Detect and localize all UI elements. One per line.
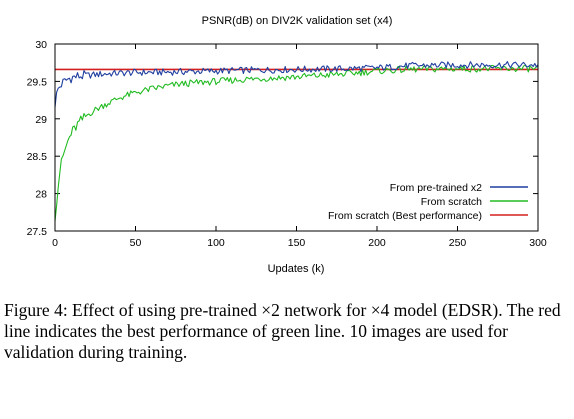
x-tick-label: 50 xyxy=(130,237,142,249)
series-layer xyxy=(54,61,539,222)
x-tick-label: 0 xyxy=(52,237,58,249)
legend-label: From scratch xyxy=(421,196,482,208)
x-tick-label: 300 xyxy=(529,237,547,249)
y-tick-label: 28 xyxy=(35,189,47,201)
y-tick-label: 30 xyxy=(35,39,47,51)
figure-caption: Figure 4: Effect of using pre-trained ×2… xyxy=(4,300,561,362)
y-tick-label: 28.5 xyxy=(27,151,48,163)
y-tick-label: 27.5 xyxy=(27,226,48,238)
x-axis-label: Updates (k) xyxy=(268,263,325,275)
x-tick-label: 250 xyxy=(449,237,467,249)
psnr-line-chart: PSNR(dB) on DIV2K validation set (x4) 0 5… xyxy=(27,15,547,275)
axes: 0 50 100 150 200 250 300 27.5 28 28.5 29 29.5 30 xyxy=(27,39,547,249)
x-tick-label: 200 xyxy=(368,237,386,249)
series-line-0 xyxy=(54,61,539,108)
plot-frame xyxy=(54,43,539,232)
y-tick-label: 29.5 xyxy=(27,76,48,88)
x-tick-label: 150 xyxy=(288,237,306,249)
y-tick-label: 29 xyxy=(35,114,47,126)
chart-title: PSNR(dB) on DIV2K validation set (x4) xyxy=(202,15,393,27)
legend: From pre-trained x2 From scratch From scra… xyxy=(328,182,528,222)
legend-label: From pre-trained x2 xyxy=(390,182,482,194)
series-line-1 xyxy=(54,64,539,222)
legend-label: From scratch (Best performance) xyxy=(328,210,482,222)
x-tick-label: 100 xyxy=(207,237,225,249)
